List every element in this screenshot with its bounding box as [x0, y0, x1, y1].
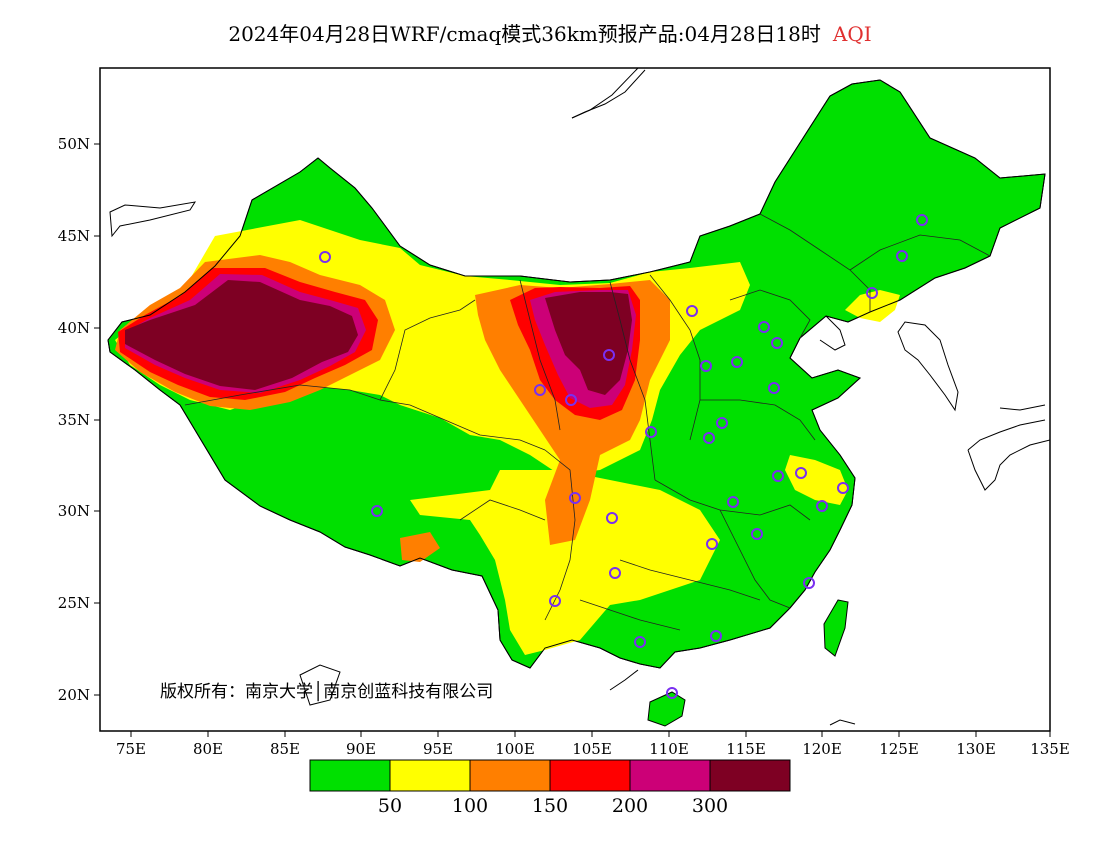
lon-tick-label: 110E	[649, 740, 689, 758]
station-marker	[686, 305, 698, 317]
station-markers	[319, 214, 928, 699]
colorbar-label: 200	[612, 795, 648, 817]
lon-tick-label: 75E	[116, 740, 146, 758]
colorbar-swatch	[629, 759, 711, 792]
taiwan-island	[823, 599, 849, 657]
lon-tick-label: 100E	[495, 740, 535, 758]
station-marker	[768, 382, 780, 394]
lon-tick-label: 130E	[956, 740, 996, 758]
lat-tick-label: 30N	[58, 502, 90, 520]
colorbar-swatch	[709, 759, 791, 792]
aqi-region-hazardous-central	[545, 292, 632, 395]
colorbar-label: 100	[452, 795, 488, 817]
station-marker	[716, 417, 728, 429]
station-marker	[837, 482, 849, 494]
colorbar-swatch	[549, 759, 631, 792]
station-marker	[916, 214, 928, 226]
station-marker	[666, 687, 678, 699]
station-marker	[731, 356, 743, 368]
station-marker	[603, 349, 615, 361]
aqi-region-usg-south	[400, 532, 440, 562]
lon-tick-label: 135E	[1030, 740, 1070, 758]
lat-tick-label: 45N	[58, 227, 90, 245]
lon-axis	[130, 731, 1051, 737]
hainan-island	[647, 691, 686, 727]
map-title: 2024年04月28日WRF/cmaq模式36km预报产品:04月28日18时 A…	[0, 18, 1100, 47]
lon-tick-label: 105E	[572, 740, 612, 758]
station-marker	[706, 538, 718, 550]
aqi-region-hazardous-west	[125, 280, 358, 390]
lon-tick-label: 120E	[802, 740, 842, 758]
copyright-text: 版权所有：南京大学│南京创蓝科技有限公司	[160, 681, 493, 702]
lon-tick-label: 80E	[193, 740, 223, 758]
colorbar-labels: 50 100 150 200 300	[378, 795, 728, 817]
station-marker	[609, 567, 621, 579]
colorbar-label: 50	[378, 795, 402, 817]
lon-labels: 75E 80E 85E 90E 95E 100E 105E 110E 115E …	[116, 740, 1070, 758]
colorbar-label: 150	[532, 795, 568, 817]
station-marker	[703, 432, 715, 444]
station-marker	[606, 512, 618, 524]
lat-tick-label: 40N	[58, 319, 90, 337]
title-variable: AQI	[832, 22, 872, 46]
station-marker	[751, 528, 763, 540]
station-marker	[866, 287, 878, 299]
station-marker	[549, 595, 561, 607]
lon-tick-label: 115E	[726, 740, 766, 758]
lon-tick-label: 90E	[346, 740, 376, 758]
lat-labels: 50N 45N 40N 35N 30N 25N 20N	[58, 135, 90, 704]
neighbor-coastlines	[109, 68, 1050, 726]
station-marker	[371, 505, 383, 517]
station-marker	[700, 360, 712, 372]
lat-tick-label: 20N	[58, 686, 90, 704]
lat-axis	[94, 143, 100, 696]
colorbar-swatch	[309, 759, 391, 792]
station-marker	[319, 251, 331, 263]
station-marker	[758, 321, 770, 333]
colorbar-swatch	[469, 759, 551, 792]
lon-tick-label: 95E	[423, 740, 453, 758]
aqi-region-moderate-south	[410, 470, 720, 655]
lon-tick-label: 125E	[879, 740, 919, 758]
station-marker	[896, 250, 908, 262]
title-main: 2024年04月28日WRF/cmaq模式36km预报产品:04月28日18时	[228, 22, 821, 46]
station-marker	[771, 337, 783, 349]
colorbar-label: 300	[692, 795, 728, 817]
station-marker	[645, 426, 657, 438]
station-marker	[772, 470, 784, 482]
colorbar	[309, 759, 791, 792]
station-marker	[710, 630, 722, 642]
station-marker	[534, 384, 546, 396]
station-marker	[569, 492, 581, 504]
province-boundaries	[184, 213, 991, 631]
station-marker	[565, 394, 577, 406]
station-marker	[816, 500, 828, 512]
lat-tick-label: 35N	[58, 411, 90, 429]
station-marker	[803, 577, 815, 589]
aqi-region-moderate-ne	[845, 290, 900, 322]
station-marker	[795, 467, 807, 479]
station-marker	[634, 636, 646, 648]
lat-tick-label: 50N	[58, 135, 90, 153]
colorbar-swatch	[389, 759, 471, 792]
lon-tick-label: 85E	[270, 740, 300, 758]
station-marker	[727, 496, 739, 508]
china-border	[107, 79, 1046, 669]
lat-tick-label: 25N	[58, 594, 90, 612]
